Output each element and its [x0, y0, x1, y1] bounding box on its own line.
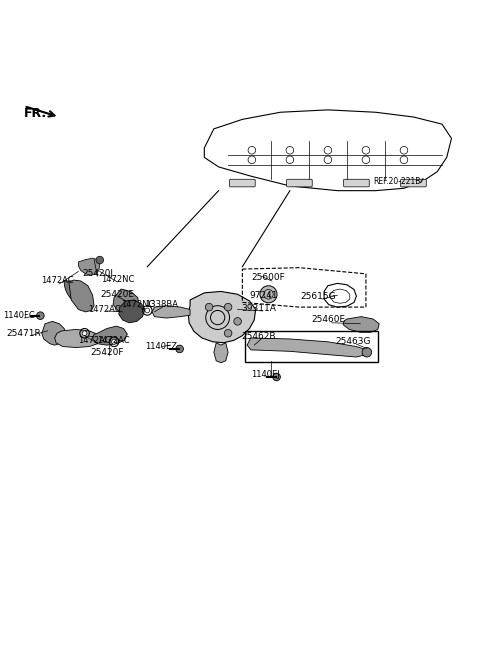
- Polygon shape: [152, 306, 190, 318]
- Polygon shape: [42, 321, 67, 345]
- Circle shape: [260, 286, 277, 303]
- Text: 1472AC: 1472AC: [78, 336, 110, 345]
- Text: 39311A: 39311A: [241, 304, 276, 313]
- Text: FR.: FR.: [24, 108, 47, 120]
- Text: 25420J: 25420J: [82, 269, 113, 279]
- Text: 1140EZ: 1140EZ: [144, 342, 177, 351]
- Polygon shape: [343, 317, 379, 332]
- Polygon shape: [188, 292, 256, 343]
- Circle shape: [362, 348, 372, 357]
- Text: 25471R: 25471R: [6, 328, 41, 338]
- Polygon shape: [64, 281, 90, 307]
- Circle shape: [224, 329, 232, 337]
- Circle shape: [234, 317, 241, 325]
- Text: 25460E: 25460E: [312, 315, 346, 325]
- Text: 25462B: 25462B: [242, 332, 276, 340]
- Polygon shape: [119, 300, 145, 323]
- Circle shape: [112, 340, 117, 344]
- Text: 1472AC: 1472AC: [88, 304, 121, 313]
- Text: 1140EJ: 1140EJ: [251, 370, 279, 379]
- Polygon shape: [93, 326, 127, 345]
- Text: 97241: 97241: [250, 291, 278, 300]
- Text: 25420F: 25420F: [90, 348, 124, 357]
- Text: 1472NC: 1472NC: [121, 300, 155, 309]
- FancyBboxPatch shape: [287, 179, 312, 187]
- Circle shape: [205, 304, 213, 311]
- Circle shape: [36, 312, 44, 319]
- Polygon shape: [247, 338, 367, 357]
- Text: 1338BA: 1338BA: [145, 300, 178, 309]
- Text: 25463G: 25463G: [336, 337, 371, 346]
- Polygon shape: [55, 329, 100, 348]
- FancyBboxPatch shape: [344, 179, 369, 187]
- Circle shape: [145, 308, 150, 313]
- Text: 25615G: 25615G: [300, 292, 336, 301]
- FancyBboxPatch shape: [229, 179, 255, 187]
- Circle shape: [82, 331, 87, 336]
- Polygon shape: [214, 343, 228, 363]
- FancyBboxPatch shape: [401, 179, 426, 187]
- Polygon shape: [113, 289, 139, 313]
- Text: 1472NC: 1472NC: [101, 275, 134, 284]
- Text: 1472AC: 1472AC: [41, 277, 73, 286]
- Text: 1140FC: 1140FC: [3, 311, 35, 320]
- Circle shape: [224, 304, 232, 311]
- Polygon shape: [331, 289, 350, 304]
- Text: 25600F: 25600F: [252, 273, 286, 282]
- Circle shape: [176, 345, 183, 353]
- Polygon shape: [69, 280, 94, 312]
- Circle shape: [273, 373, 280, 381]
- Text: 25420E: 25420E: [101, 290, 135, 299]
- Text: REF.20-221B: REF.20-221B: [373, 177, 420, 185]
- Polygon shape: [78, 258, 100, 275]
- Text: 1472AC: 1472AC: [97, 336, 130, 345]
- Circle shape: [96, 256, 104, 264]
